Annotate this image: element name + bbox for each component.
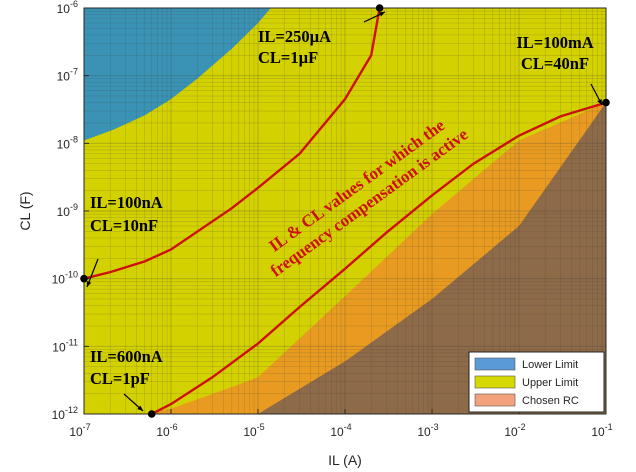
x-tick-label: 10-5 bbox=[243, 422, 264, 439]
y-tick-label: 10-8 bbox=[57, 134, 78, 151]
data-point bbox=[602, 98, 610, 107]
annotation-text: IL=100mA bbox=[516, 33, 593, 52]
y-tick-label: 10-9 bbox=[57, 202, 78, 219]
y-axis-label: CL (F) bbox=[17, 191, 33, 230]
annotation-text: CL=1pF bbox=[90, 369, 150, 388]
x-tick-label: 10-1 bbox=[591, 422, 612, 439]
annotation-text: CL=40nF bbox=[521, 54, 589, 73]
x-tick-label: 10-7 bbox=[69, 422, 90, 439]
x-tick-label: 10-6 bbox=[156, 422, 177, 439]
data-point bbox=[80, 274, 88, 283]
annotation-arrowhead bbox=[86, 281, 92, 287]
plot-area bbox=[84, 8, 606, 414]
data-point bbox=[147, 410, 156, 418]
region-chosen-rc-overlap bbox=[258, 102, 606, 414]
legend: Lower Limit Upper Limit Chosen RC bbox=[468, 351, 605, 413]
red-curve-2 bbox=[151, 101, 606, 414]
legend-swatch bbox=[474, 375, 516, 389]
legend-swatch bbox=[474, 393, 516, 407]
annotation-arrowhead bbox=[379, 12, 385, 17]
legend-label: Chosen RC bbox=[522, 395, 579, 407]
annotation-text: IL=600nA bbox=[90, 347, 163, 366]
red-curve-1 bbox=[84, 8, 381, 280]
legend-swatch bbox=[474, 357, 516, 371]
x-tick-label: 10-4 bbox=[330, 422, 351, 439]
y-tick-label: 10-12 bbox=[52, 405, 78, 422]
data-point bbox=[375, 4, 384, 12]
region-lower-limit bbox=[84, 8, 271, 141]
x-axis-ticks: 10-7 10-6 10-5 10-4 10-3 10-2 10-1 bbox=[69, 409, 613, 439]
legend-label: Upper Limit bbox=[522, 377, 578, 389]
annotation-arrowhead bbox=[137, 405, 143, 411]
y-axis-ticks: 10-12 10-11 10-10 10-9 10-8 10-7 10-6 bbox=[52, 0, 89, 422]
annotation-text: IL=250µA bbox=[258, 27, 331, 46]
y-tick-label: 10-10 bbox=[52, 270, 78, 287]
legend-label: Lower Limit bbox=[522, 359, 578, 371]
annotation-text: IL=100nA bbox=[90, 193, 163, 212]
x-tick-label: 10-2 bbox=[504, 422, 525, 439]
y-tick-label: 10-7 bbox=[57, 67, 78, 84]
annotation-text: CL=1µF bbox=[258, 48, 318, 67]
annotation-arrowhead bbox=[597, 99, 602, 105]
annotation-text: CL=10nF bbox=[90, 216, 158, 235]
x-axis-label: IL (A) bbox=[328, 452, 362, 468]
x-tick-label: 10-3 bbox=[417, 422, 438, 439]
y-tick-label: 10-11 bbox=[52, 337, 78, 354]
y-tick-label: 10-6 bbox=[57, 0, 78, 16]
